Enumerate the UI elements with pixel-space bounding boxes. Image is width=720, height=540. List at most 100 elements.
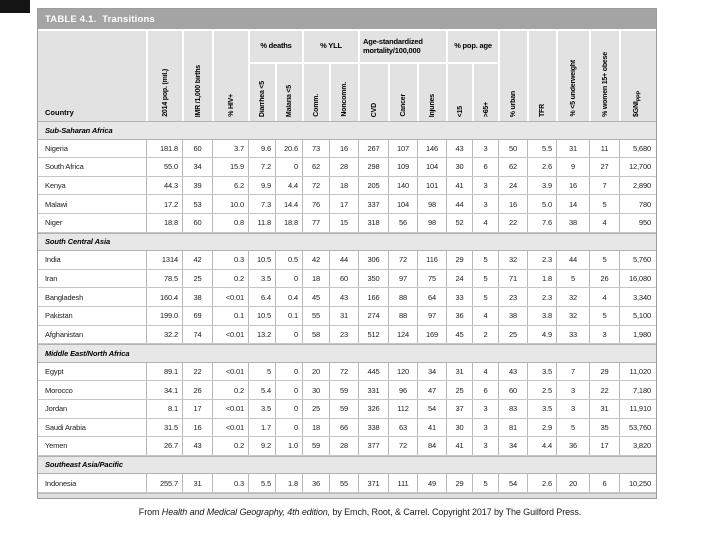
- cell-urban: 38: [498, 306, 527, 325]
- cell-comm: 45: [302, 288, 329, 306]
- cell-cancer: 56: [388, 213, 417, 232]
- cell-underweight: 36: [556, 437, 589, 455]
- cell-injuries: 64: [417, 288, 446, 306]
- cell-comm: 59: [302, 437, 329, 455]
- cell-urban: 62: [498, 158, 527, 176]
- cell-over65: 5: [472, 474, 498, 492]
- cell-comm: 76: [302, 195, 329, 213]
- cell-noncomm: 60: [329, 269, 358, 288]
- cell-cancer: 107: [388, 139, 417, 158]
- cell-obese: 29: [589, 362, 619, 381]
- cell-hiv: 0.2: [212, 437, 248, 455]
- cell-cancer: 109: [388, 158, 417, 176]
- column-header-label: $GNIPPP: [633, 91, 643, 117]
- header-column: % HIV+: [212, 31, 248, 121]
- column-header-label: IMR /1,000 births: [194, 64, 202, 117]
- cell-hiv: 3.7: [212, 139, 248, 158]
- section-label: Middle East/North Africa: [45, 348, 130, 358]
- cell-over65: 3: [472, 195, 498, 213]
- cell-cvd: 331: [358, 381, 388, 399]
- cell-gni: 1,980: [619, 325, 655, 344]
- cell-hiv: 0.8: [212, 213, 248, 232]
- cell-gni: 7,180: [619, 381, 655, 399]
- cell-underweight: 9: [556, 158, 589, 176]
- column-group-subrow: Comm. Noncomm.: [302, 64, 358, 121]
- cell-comm: 25: [302, 399, 329, 418]
- section-row: Southeast Asia/Pacific: [38, 455, 656, 475]
- cell-gni: 10,250: [619, 474, 655, 492]
- cell-urban: 34: [498, 437, 527, 455]
- cell-noncomm: 28: [329, 158, 358, 176]
- column-header-label: <15: [456, 105, 464, 117]
- cell-under15: 36: [446, 306, 472, 325]
- cell-imr: 43: [182, 437, 212, 455]
- cell-imr: 69: [182, 306, 212, 325]
- cell-underweight: 3: [556, 381, 589, 399]
- cell-hiv: 10.0: [212, 195, 248, 213]
- header-column: TFR: [527, 31, 556, 121]
- cell-injuries: 97: [417, 306, 446, 325]
- cell-pop: 26.7: [146, 437, 182, 455]
- cell-pop: 31.5: [146, 418, 182, 437]
- cell-obese: 5: [589, 306, 619, 325]
- cell-gni: 3,340: [619, 288, 655, 306]
- cell-cancer: 124: [388, 325, 417, 344]
- cell-under15: 37: [446, 399, 472, 418]
- cell-hiv: 0.2: [212, 269, 248, 288]
- cell-hiv: 6.2: [212, 176, 248, 195]
- cell-country: Afghanistan: [38, 325, 146, 344]
- cell-urban: 54: [498, 474, 527, 492]
- cell-noncomm: 31: [329, 306, 358, 325]
- cell-gni: 5,100: [619, 306, 655, 325]
- section-label: Sub-Saharan Africa: [45, 125, 113, 135]
- section-label: Southeast Asia/Pacific: [45, 460, 123, 470]
- cell-tfr: 3.8: [527, 306, 556, 325]
- cell-country: Morocco: [38, 381, 146, 399]
- cell-hiv: 0.2: [212, 381, 248, 399]
- cell-under15: 41: [446, 176, 472, 195]
- cell-comm: 36: [302, 474, 329, 492]
- cell-malaria: 18.8: [275, 213, 302, 232]
- cell-obese: 3: [589, 325, 619, 344]
- cell-under15: 30: [446, 158, 472, 176]
- cell-pop: 1314: [146, 251, 182, 269]
- cell-injuries: 47: [417, 381, 446, 399]
- cell-injuries: 104: [417, 158, 446, 176]
- cell-under15: 44: [446, 195, 472, 213]
- cell-cvd: 337: [358, 195, 388, 213]
- cell-noncomm: 43: [329, 288, 358, 306]
- table-row: South Africa 55.0 34 15.9 7.2 0 62 28 298 109 104 3…: [38, 158, 656, 177]
- column-header-country: Country: [38, 31, 146, 121]
- cell-gni: 5,680: [619, 139, 655, 158]
- table-title-bar: TABLE 4.1. Transitions: [38, 9, 656, 29]
- column-header-diarrhea: Diarrhea <5: [248, 64, 275, 121]
- caption: From Health and Medical Geography, 4th e…: [0, 507, 720, 517]
- cell-imr: 38: [182, 288, 212, 306]
- cell-imr: 26: [182, 381, 212, 399]
- cell-tfr: 5.5: [527, 139, 556, 158]
- table-row: Bangladesh 160.4 38 <0.01 6.4 0.4 45 43 166 88 64 3…: [38, 288, 656, 307]
- cell-cvd: 350: [358, 269, 388, 288]
- cell-noncomm: 28: [329, 437, 358, 455]
- cell-country: Niger: [38, 213, 146, 232]
- cell-under15: 25: [446, 381, 472, 399]
- cell-tfr: 2.5: [527, 381, 556, 399]
- cell-tfr: 5.0: [527, 195, 556, 213]
- cell-urban: 50: [498, 139, 527, 158]
- cell-hiv: <0.01: [212, 288, 248, 306]
- cell-malaria: 4.4: [275, 176, 302, 195]
- cell-imr: 42: [182, 251, 212, 269]
- cell-underweight: 5: [556, 269, 589, 288]
- column-header-tfr: TFR: [527, 31, 556, 121]
- cell-country: Malawi: [38, 195, 146, 213]
- cell-tfr: 1.8: [527, 269, 556, 288]
- cell-over65: 4: [472, 306, 498, 325]
- cell-imr: 22: [182, 362, 212, 381]
- caption-prefix: From: [138, 507, 162, 517]
- header-column: Country: [38, 31, 146, 121]
- cell-under15: 24: [446, 269, 472, 288]
- cell-malaria: 20.6: [275, 139, 302, 158]
- cell-hiv: <0.01: [212, 418, 248, 437]
- cell-cancer: 72: [388, 437, 417, 455]
- cell-noncomm: 59: [329, 399, 358, 418]
